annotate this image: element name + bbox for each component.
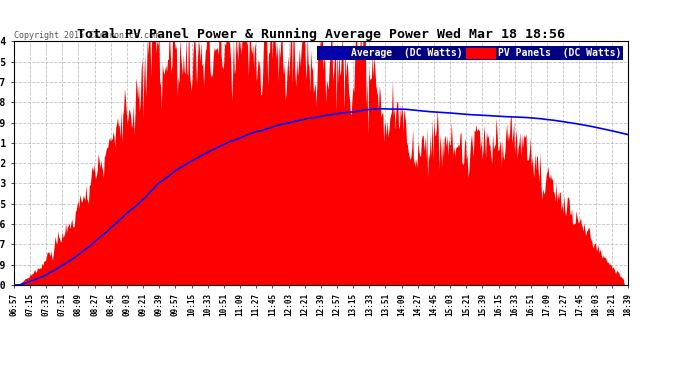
Text: Copyright 2015 Cartronics.com: Copyright 2015 Cartronics.com — [14, 31, 159, 40]
Legend: Average  (DC Watts), PV Panels  (DC Watts): Average (DC Watts), PV Panels (DC Watts) — [317, 46, 623, 60]
Title: Total PV Panel Power & Running Average Power Wed Mar 18 18:56: Total PV Panel Power & Running Average P… — [77, 28, 565, 41]
